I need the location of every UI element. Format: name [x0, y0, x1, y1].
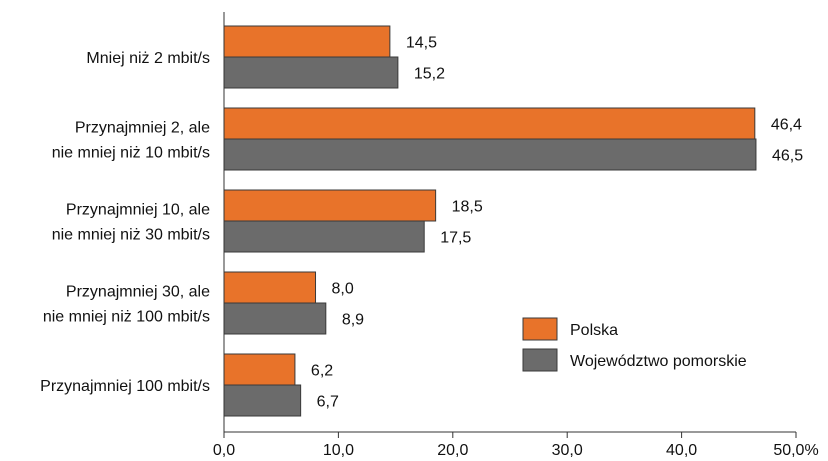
- legend-label-polska: Polska: [570, 322, 618, 339]
- bar-polska-4: [223, 353, 296, 386]
- x-tick-label-5: 50,0%: [773, 442, 818, 459]
- value-label-polska-2: 18,5: [452, 199, 483, 216]
- legend-swatch-pomorskie: [522, 348, 558, 372]
- x-tick-label-4: 40,0: [666, 442, 697, 459]
- bar-wojewodztwo-pomorskie-3: [223, 302, 327, 335]
- category-labels: Mniej niż 2 mbit/s Przynajmniej 2, ale nie…: [40, 50, 210, 395]
- category-label-0: Mniej niż 2 mbit/s: [86, 50, 210, 67]
- value-label-wojewodztwo-pomorskie-4: 6,7: [317, 394, 339, 411]
- x-ticks: 0,0 10,0 20,0 30,0 40,0 50,0%: [213, 432, 819, 459]
- bar-polska-1: [223, 107, 756, 140]
- bar-polska-0: [223, 25, 391, 58]
- category-label-4: Przynajmniej 100 mbit/s: [40, 378, 210, 395]
- bar-polska-3: [223, 271, 317, 304]
- legend-label-pomorskie: Województwo pomorskie: [570, 353, 747, 370]
- value-label-wojewodztwo-pomorskie-3: 8,9: [342, 312, 364, 329]
- value-label-wojewodztwo-pomorskie-2: 17,5: [440, 230, 471, 247]
- value-labels: 14,5 15,2 46,4 46,5 18,5 17,5 8,0 8,9 6,2 6,7: [311, 35, 803, 411]
- bars: [223, 25, 757, 417]
- bar-wojewodztwo-pomorskie-1: [223, 138, 757, 171]
- value-label-polska-3: 8,0: [332, 281, 354, 298]
- bar-wojewodztwo-pomorskie-2: [223, 220, 425, 253]
- legend-swatch-polska: [522, 317, 558, 341]
- legend: Polska Województwo pomorskie: [522, 317, 747, 372]
- bar-wojewodztwo-pomorskie-0: [223, 56, 399, 89]
- bar-wojewodztwo-pomorskie-4: [223, 384, 302, 417]
- category-label-1: Przynajmniej 2, ale nie mniej niż 10 mbit…: [52, 120, 210, 162]
- x-tick-label-3: 30,0: [552, 442, 583, 459]
- category-label-3: Przynajmniej 30, ale nie mniej niż 100 mb…: [43, 284, 210, 326]
- x-tick-label-2: 20,0: [437, 442, 468, 459]
- value-label-polska-4: 6,2: [311, 363, 333, 380]
- value-label-polska-0: 14,5: [406, 35, 437, 52]
- value-label-polska-1: 46,4: [771, 117, 802, 134]
- category-label-2: Przynajmniej 10, ale nie mniej niż 30 mbi…: [52, 202, 210, 244]
- x-tick-label-0: 0,0: [213, 442, 235, 459]
- bar-polska-2: [223, 189, 437, 222]
- value-label-wojewodztwo-pomorskie-0: 15,2: [414, 66, 445, 83]
- x-tick-label-1: 10,0: [323, 442, 354, 459]
- value-label-wojewodztwo-pomorskie-1: 46,5: [772, 148, 803, 165]
